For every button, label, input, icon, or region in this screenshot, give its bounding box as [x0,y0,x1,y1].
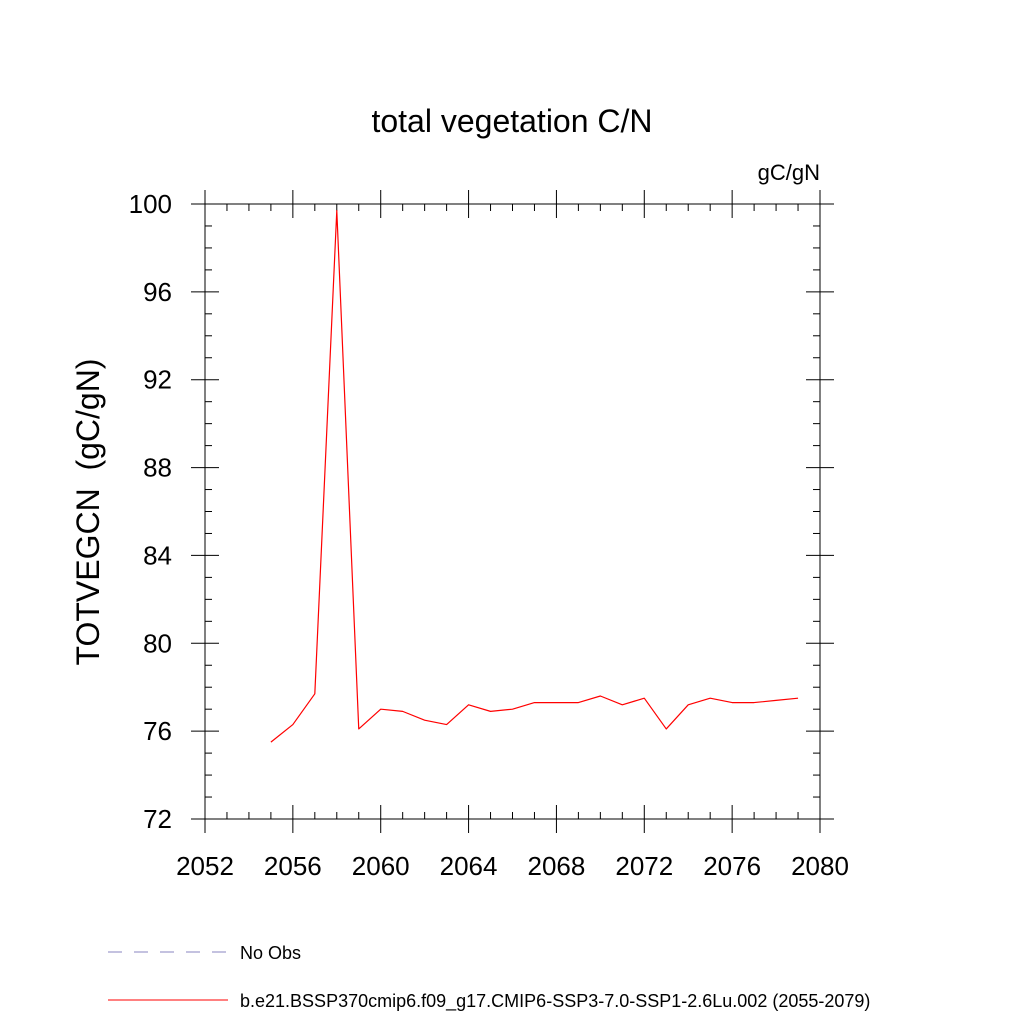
x-tick-label: 2076 [703,851,761,881]
y-tick-label: 92 [143,365,172,395]
x-tick-label: 2064 [440,851,498,881]
y-tick-labels: 72 76 80 84 88 92 96 100 [129,189,172,834]
x-tick-label: 2068 [528,851,586,881]
legend-label-1: b.e21.BSSP370cmip6.f09_g17.CMIP6-SSP3-7.… [240,991,870,1012]
series-line-1 [270,209,799,743]
y-tick-label: 100 [129,189,172,219]
y-tick-label: 96 [143,277,172,307]
legend-label-0: No Obs [240,943,301,963]
x-tick-label: 2052 [176,851,234,881]
units-label: gC/gN [758,160,820,185]
plot-frame [204,203,821,820]
y-tick-label: 80 [143,628,172,658]
legend: No Obs b.e21.BSSP370cmip6.f09_g17.CMIP6-S… [108,943,870,1012]
chart-title: total vegetation C/N [371,103,652,139]
x-tick-label: 2080 [791,851,849,881]
series-layer [270,209,799,743]
y-tick-label: 76 [143,716,172,746]
y-tick-label: 88 [143,453,172,483]
y-tick-label: 72 [143,804,172,834]
major-ticks [191,190,834,833]
minor-ticks [205,204,820,819]
y-axis-label: TOTVEGCN (gC/gN) [70,359,106,666]
y-tick-label: 84 [143,540,172,570]
x-tick-labels: 2052 2056 2060 2064 2068 2072 2076 2080 [176,851,849,881]
x-tick-label: 2056 [264,851,322,881]
x-tick-label: 2060 [352,851,410,881]
x-tick-label: 2072 [615,851,673,881]
